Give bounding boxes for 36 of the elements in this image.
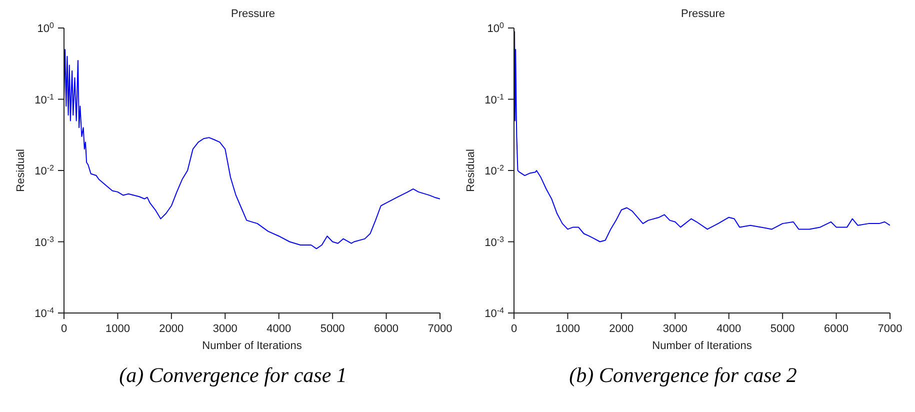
x-tick-label: 6000 [374,323,399,335]
text: (b) Convergence for case 2 [568,363,798,388]
y-tick-label: 10$^{-4}$ [484,306,505,320]
x-axis-title: Number of Iterations [202,340,302,352]
line-series [514,30,890,242]
line-series [64,48,440,250]
y-tick-label: 10$^{-2}$ [484,163,505,178]
x-tick-label: 3000 [662,323,688,335]
y-tick-label: 10$^{-1}$ [34,92,55,106]
x-tick-label: 5000 [770,323,795,335]
x-tick-label: 6000 [824,323,849,335]
x-tick-label: 7000 [428,323,452,335]
x-tick-label: 2000 [609,323,634,335]
x-tick-label: 0 [510,323,518,335]
y-tick-label: 10$^{0}$ [37,20,55,35]
y-axis-title: Residual [14,149,27,192]
y-tick-label: 10$^{0}$ [487,20,505,35]
x-tick-label: 0 [60,323,68,335]
x-tick-label: 1000 [105,323,130,335]
x-axis-title: Number of Iterations [652,340,752,352]
x-tick-label: 1000 [555,323,580,335]
x-tick-label: 2000 [159,323,184,335]
x-tick-label: 7000 [878,323,902,335]
y-tick-label: 10$^{-3}$ [484,234,505,249]
y-axis-title: Residual [464,149,477,192]
chart-title: Pressure [680,8,726,20]
y-tick-label: 10$^{-3}$ [34,234,55,249]
x-tick-label: 4000 [716,323,742,335]
x-tick-label: 5000 [320,323,345,335]
y-tick-label: 10$^{-1}$ [484,92,505,106]
text: (a) Convergence for case 1 [118,363,348,388]
x-tick-label: 4000 [266,323,292,335]
y-tick-label: 10$^{-2}$ [34,163,55,178]
x-tick-label: 3000 [212,323,238,335]
chart-title: Pressure [230,8,276,20]
y-tick-label: 10$^{-4}$ [34,306,55,320]
